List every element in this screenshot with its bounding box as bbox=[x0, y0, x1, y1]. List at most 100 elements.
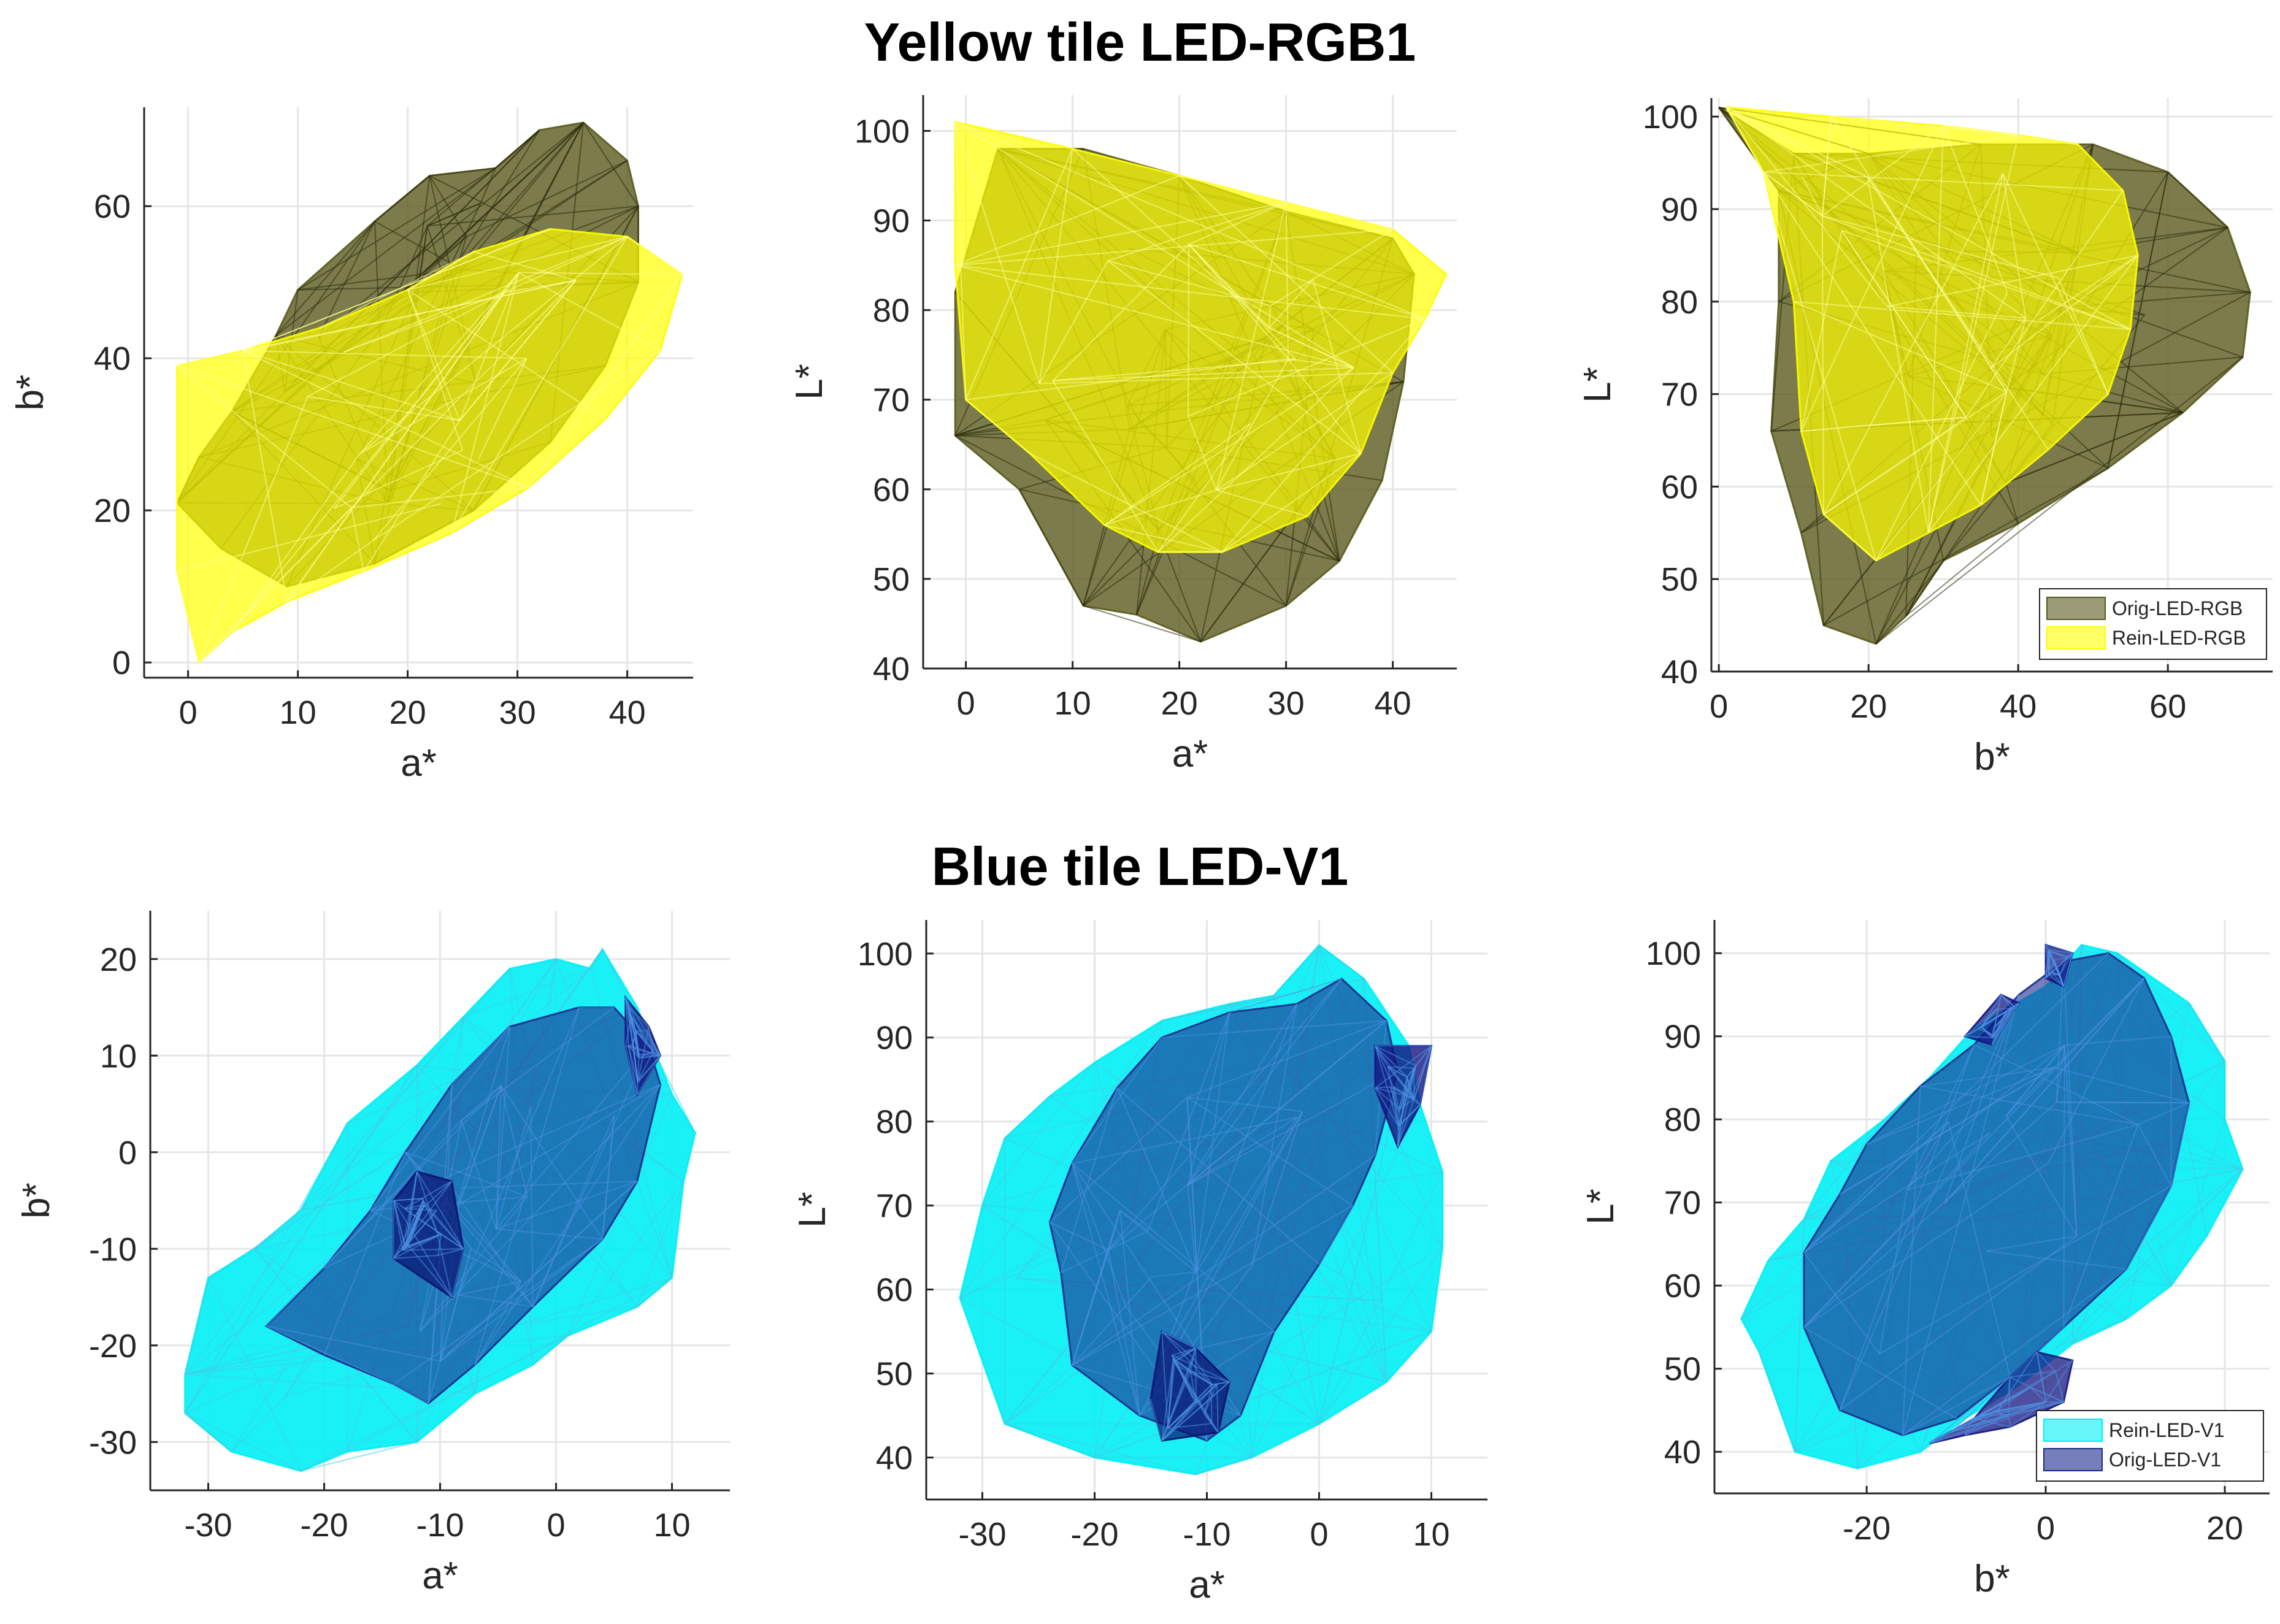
series-mesh bbox=[393, 1171, 464, 1298]
series-area-orig-led-v1 bbox=[1803, 952, 2190, 1436]
x-tick-label: 10 bbox=[1413, 1516, 1449, 1553]
x-axis-label: a* bbox=[1172, 733, 1208, 775]
x-tick-label: 40 bbox=[2000, 688, 2036, 725]
series-group bbox=[1740, 943, 2244, 1469]
legend-label: Rein-LED-V1 bbox=[2109, 1419, 2225, 1441]
x-tick-label: -20 bbox=[1070, 1516, 1118, 1553]
series-mesh bbox=[266, 1006, 661, 1404]
panel-blue-bL: -20 0 20 40 50 60 70 80 90 100 b* L* Rein-LED-V1 Orig… bbox=[1579, 920, 2270, 1600]
x-tick-label: 40 bbox=[1375, 685, 1411, 722]
legend-label: Orig-LED-RGB bbox=[2112, 597, 2243, 619]
x-axis-label: a* bbox=[422, 1555, 458, 1597]
y-tick-label: 40 bbox=[94, 340, 131, 377]
y-tick-label: 90 bbox=[1664, 1019, 1701, 1055]
y-tick-label: 90 bbox=[873, 203, 910, 240]
y-tick-label: 100 bbox=[1643, 99, 1698, 136]
x-tick-label: -10 bbox=[1183, 1516, 1230, 1553]
series-mesh bbox=[624, 997, 661, 1095]
x-tick-label: -30 bbox=[958, 1516, 1006, 1553]
y-tick-label: 90 bbox=[876, 1020, 913, 1057]
y-tick-label: -10 bbox=[89, 1231, 137, 1268]
y-tick-label: 0 bbox=[112, 645, 131, 681]
y-tick-label: 40 bbox=[876, 1440, 913, 1477]
y-axis-label: b* bbox=[9, 375, 52, 411]
series-mesh bbox=[1965, 994, 2020, 1045]
x-axis-label: a* bbox=[1189, 1564, 1225, 1606]
panel-yellow-aL: 0 10 20 30 40 40 50 60 70 80 90 100 a* L* bbox=[788, 95, 1457, 775]
y-tick-label: 90 bbox=[1661, 191, 1698, 228]
x-tick-label: 20 bbox=[2206, 1510, 2243, 1547]
y-tick-label: 20 bbox=[94, 492, 131, 529]
y-tick-label: 0 bbox=[118, 1135, 137, 1171]
x-tick-label: 20 bbox=[1161, 685, 1198, 722]
y-tick-label: -30 bbox=[89, 1424, 137, 1461]
x-tick-label: 20 bbox=[390, 694, 426, 731]
y-tick-label: 80 bbox=[873, 293, 910, 329]
row-title-blue: Blue tile LED-V1 bbox=[931, 836, 1349, 897]
series-group bbox=[175, 121, 683, 665]
x-tick-label: 10 bbox=[1054, 685, 1091, 722]
series-area-rein-led-rgb bbox=[176, 228, 683, 665]
x-tick-label: 10 bbox=[280, 694, 317, 731]
y-tick-label: 50 bbox=[1664, 1351, 1701, 1388]
y-tick-label: 70 bbox=[1664, 1185, 1701, 1222]
series-group bbox=[1718, 106, 2251, 645]
x-tick-label: 0 bbox=[957, 685, 975, 722]
x-tick-label: 30 bbox=[1268, 685, 1305, 722]
y-tick-label: 60 bbox=[1661, 469, 1698, 505]
panel-blue-aL: -30 -20 -10 0 10 40 50 60 70 80 90 100 a* L* bbox=[791, 920, 1487, 1606]
x-axis-label: b* bbox=[1974, 736, 2010, 778]
x-tick-label: -20 bbox=[300, 1507, 348, 1544]
y-tick-label: 50 bbox=[876, 1356, 913, 1393]
legend: Rein-LED-V1 Orig-LED-V1 bbox=[2036, 1410, 2264, 1482]
series-group bbox=[959, 944, 1444, 1476]
y-tick-label: 50 bbox=[873, 561, 910, 598]
series-mesh bbox=[1375, 1045, 1432, 1147]
series-mesh bbox=[1725, 107, 2139, 561]
y-tick-label: 60 bbox=[876, 1272, 913, 1309]
y-tick-label: 60 bbox=[1664, 1268, 1701, 1304]
y-tick-label: 60 bbox=[873, 472, 910, 508]
x-tick-label: -30 bbox=[184, 1507, 232, 1544]
series-group bbox=[954, 120, 1448, 643]
y-tick-label: 40 bbox=[1661, 654, 1698, 691]
y-tick-label: 40 bbox=[873, 651, 910, 688]
y-tick-label: 50 bbox=[1661, 561, 1698, 598]
series-mesh bbox=[2045, 944, 2073, 987]
x-tick-label: 20 bbox=[1850, 688, 1887, 725]
y-tick-label: 100 bbox=[858, 936, 913, 973]
x-tick-label: 0 bbox=[179, 694, 198, 731]
y-tick-label: 60 bbox=[94, 188, 131, 225]
legend-swatch bbox=[2046, 597, 2106, 620]
legend-label: Rein-LED-RGB bbox=[2112, 627, 2246, 649]
y-axis-label: b* bbox=[15, 1182, 58, 1219]
x-tick-label: 0 bbox=[1710, 688, 1728, 725]
x-tick-label: -20 bbox=[1843, 1510, 1890, 1547]
x-tick-label: 10 bbox=[653, 1507, 690, 1544]
y-tick-label: 20 bbox=[100, 941, 137, 978]
x-tick-label: 0 bbox=[1310, 1516, 1328, 1553]
y-tick-label: 100 bbox=[1646, 935, 1701, 972]
x-tick-label: 60 bbox=[2149, 688, 2186, 725]
y-tick-label: 70 bbox=[873, 382, 910, 419]
y-axis-label: L* bbox=[788, 364, 831, 400]
y-axis-label: L* bbox=[1579, 1189, 1622, 1225]
y-tick-label: 80 bbox=[1664, 1101, 1701, 1138]
y-tick-label: 80 bbox=[1661, 284, 1698, 321]
legend-label: Orig-LED-V1 bbox=[2109, 1449, 2221, 1471]
y-axis-label: L* bbox=[1576, 367, 1619, 403]
y-tick-label: -20 bbox=[89, 1328, 137, 1365]
legend-swatch bbox=[2046, 626, 2106, 649]
y-axis-label: L* bbox=[791, 1192, 834, 1228]
panel-yellow-bL: 0 20 40 60 40 50 60 70 80 90 100 b* L* Orig-LED-RGB Re… bbox=[1576, 98, 2273, 778]
x-tick-label: 40 bbox=[609, 694, 646, 731]
y-tick-label: 70 bbox=[876, 1188, 913, 1225]
row-title-yellow: Yellow tile LED-RGB1 bbox=[864, 12, 1416, 72]
legend: Orig-LED-RGB Rein-LED-RGB bbox=[2039, 588, 2267, 660]
x-tick-label: 0 bbox=[2036, 1510, 2055, 1547]
series-mesh bbox=[1150, 1331, 1230, 1441]
y-tick-label: 100 bbox=[854, 113, 910, 150]
x-tick-label: -10 bbox=[416, 1507, 464, 1544]
series-mesh bbox=[1929, 1351, 2073, 1444]
